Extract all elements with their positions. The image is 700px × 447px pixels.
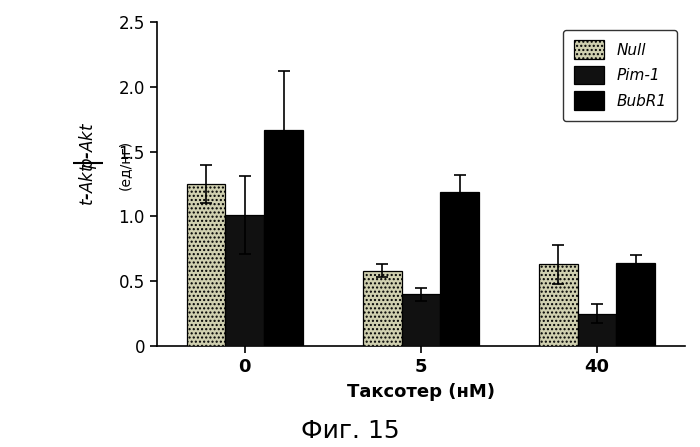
Bar xyxy=(578,313,616,346)
Bar xyxy=(616,263,655,346)
Text: (ед/нг): (ед/нг) xyxy=(118,139,132,190)
Text: Фиг. 15: Фиг. 15 xyxy=(301,418,399,443)
Bar xyxy=(440,192,479,346)
Bar xyxy=(539,264,578,346)
X-axis label: Таксотер (нМ): Таксотер (нМ) xyxy=(347,383,495,401)
Text: $t$-$Akt$: $t$-$Akt$ xyxy=(79,162,97,206)
Legend: Null, Pim-1, BubR1: Null, Pim-1, BubR1 xyxy=(563,30,678,121)
Bar xyxy=(363,271,402,346)
Bar xyxy=(264,130,303,346)
Bar xyxy=(187,184,225,346)
Text: $p$-$Akt$: $p$-$Akt$ xyxy=(77,121,99,169)
Bar xyxy=(225,215,264,346)
Bar xyxy=(402,294,440,346)
